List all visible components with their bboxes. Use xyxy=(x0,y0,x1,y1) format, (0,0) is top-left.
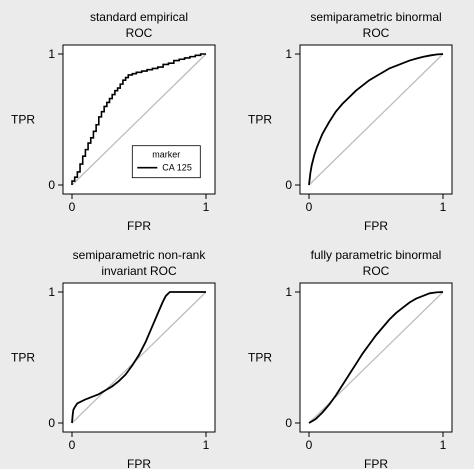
legend-title: marker xyxy=(152,150,180,160)
roc-curve-series-1 xyxy=(71,53,206,185)
y-tick-label: 0 xyxy=(285,416,292,430)
x-tick-label: 1 xyxy=(203,438,210,452)
panel-title: semiparametric non-rank xyxy=(73,248,207,262)
legend-entry: CA 125 xyxy=(162,163,192,173)
x-tick-label: 1 xyxy=(440,438,447,452)
roc-curve-series-1 xyxy=(71,291,206,424)
y-axis-label: TPR xyxy=(248,351,272,365)
panel-1: standard empirical ROC 0 1 0 1 FPR TPR marker CA … xyxy=(11,10,216,233)
panel-subtitle: ROC xyxy=(126,26,153,40)
y-tick-label: 1 xyxy=(48,47,55,61)
x-tick-label: 0 xyxy=(306,438,313,452)
y-axis-label: TPR xyxy=(11,351,35,365)
reference-diagonal xyxy=(71,291,207,424)
y-axis-label: TPR xyxy=(11,113,35,127)
x-tick-label: 1 xyxy=(203,200,210,214)
panel-title: standard empirical xyxy=(90,10,188,24)
panel-subtitle: ROC xyxy=(363,264,390,278)
x-tick-label: 0 xyxy=(69,438,76,452)
y-tick-label: 0 xyxy=(48,178,55,192)
reference-diagonal xyxy=(308,53,444,186)
x-axis-label: FPR xyxy=(127,219,151,233)
roc-curve-series-1 xyxy=(308,53,444,186)
y-tick-label: 0 xyxy=(48,416,55,430)
x-tick-label: 0 xyxy=(69,200,76,214)
panel-subtitle: invariant ROC xyxy=(101,264,177,278)
y-tick-label: 1 xyxy=(285,47,292,61)
roc-curve-series-1 xyxy=(308,291,444,424)
legend-box xyxy=(131,145,201,179)
x-axis-label: FPR xyxy=(127,457,151,469)
x-tick-label: 1 xyxy=(440,200,447,214)
legend: marker CA 125 xyxy=(131,145,201,179)
panel-2: semiparametric binormal ROC 0 1 0 1 FPR TPR xyxy=(248,10,453,233)
panel-title: fully parametric binormal xyxy=(311,248,442,262)
panel-subtitle: ROC xyxy=(363,26,390,40)
panel-title: semiparametric binormal xyxy=(310,10,441,24)
y-axis-label: TPR xyxy=(248,113,272,127)
y-tick-label: 0 xyxy=(285,178,292,192)
panel-3: semiparametric non-rank invariant ROC 0 1 0 1… xyxy=(11,248,216,469)
x-axis-label: FPR xyxy=(364,457,388,469)
y-tick-label: 1 xyxy=(48,285,55,299)
y-tick-label: 1 xyxy=(285,285,292,299)
reference-diagonal xyxy=(71,53,207,186)
x-tick-label: 0 xyxy=(306,200,313,214)
x-axis-label: FPR xyxy=(364,219,388,233)
panel-4: fully parametric binormal ROC 0 1 0 1 FPR TPR xyxy=(248,248,453,469)
